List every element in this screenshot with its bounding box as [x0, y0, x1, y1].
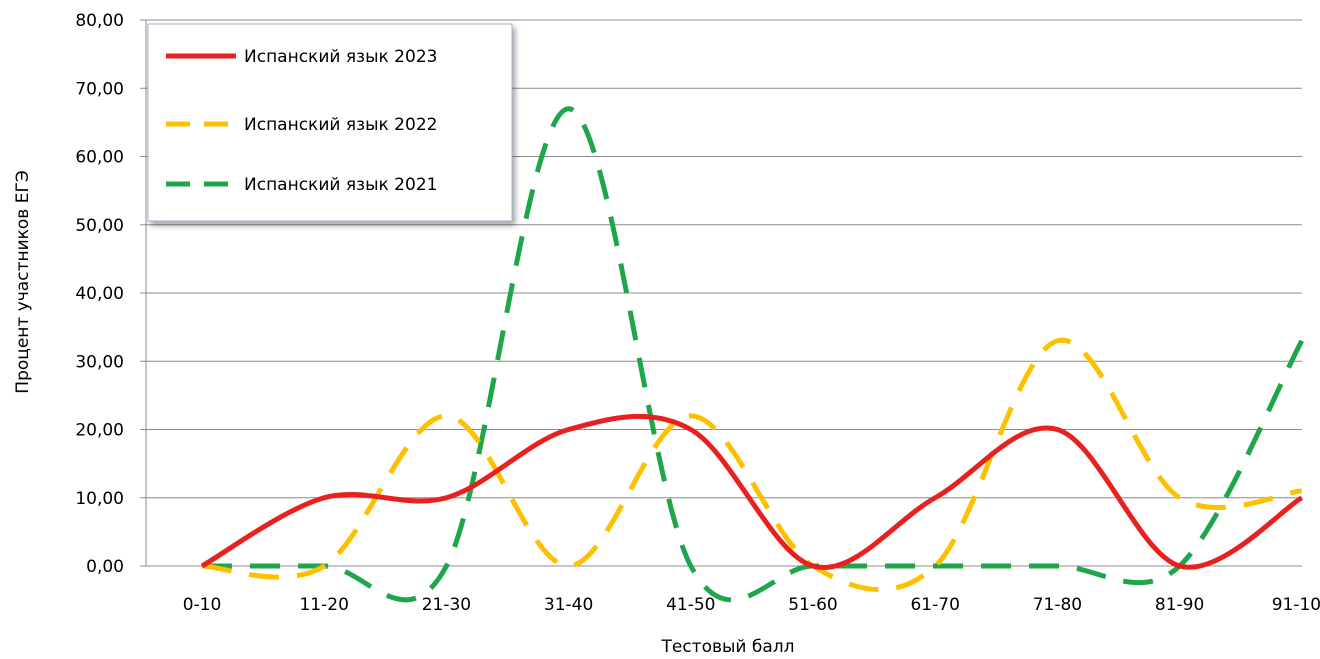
x-tick-labels: 0-10 11-20 21-30 31-40 41-50 51-60 61-70 71-80 8… [183, 595, 1320, 615]
x-tick-label: 81-90 [1155, 595, 1204, 615]
y-tick-labels: 0,00 10,00 20,00 30,00 40,00 50,00 60,00 70,00 8… [75, 11, 124, 577]
legend-label: Испанский язык 2022 [244, 115, 437, 135]
legend-label: Испанский язык 2021 [244, 175, 437, 195]
y-tick-label: 30,00 [75, 352, 124, 372]
y-axis-title: Процент участников ЕГЭ [13, 170, 33, 393]
x-tick-label: 51-60 [788, 595, 837, 615]
legend: Испанский язык 2023 Испанский язык 2022 Ис… [147, 23, 513, 222]
series-line-0 [200, 413, 1304, 570]
y-tick-label: 80,00 [75, 11, 124, 31]
y-tick-label: 20,00 [75, 421, 124, 441]
axes [140, 19, 1302, 567]
x-tick-label: 61-70 [910, 595, 959, 615]
x-tick-label: 11-20 [299, 595, 348, 615]
x-tick-label: 71-80 [1033, 595, 1082, 615]
x-tick-label: 21-30 [422, 595, 471, 615]
y-tick-label: 70,00 [75, 79, 124, 99]
x-tick-label: 0-10 [183, 595, 222, 615]
series-lines [200, 106, 1304, 603]
x-axis-title: Тестовый балл [660, 637, 794, 657]
x-tick-label: 31-40 [544, 595, 593, 615]
y-tick-label: 0,00 [86, 557, 124, 577]
legend-label: Испанский язык 2023 [244, 47, 437, 67]
series-line-1 [201, 337, 1303, 593]
x-tick-label: 41-50 [666, 595, 715, 615]
x-tick-label: 91-100 [1272, 595, 1320, 615]
y-tick-label: 60,00 [75, 148, 124, 168]
y-tick-label: 10,00 [75, 489, 124, 509]
series-line-2 [201, 106, 1304, 603]
y-tick-label: 50,00 [75, 216, 124, 236]
y-tick-label: 40,00 [75, 284, 124, 304]
